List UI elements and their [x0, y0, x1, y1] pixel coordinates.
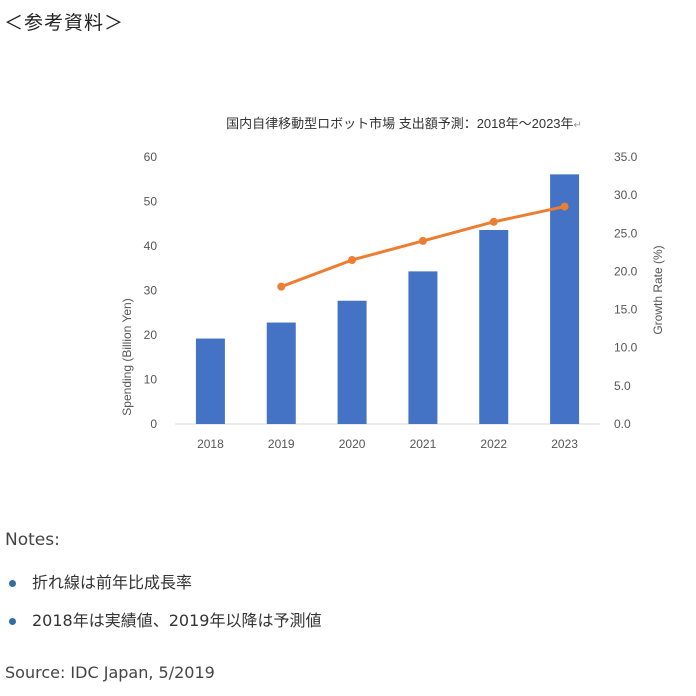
bar: [266, 322, 296, 424]
line-point: [348, 255, 357, 264]
y2-tick-label: 15.0: [614, 303, 638, 317]
x-tick-label: 2022: [480, 437, 507, 451]
chart-title: 国内自律移動型ロボット市場 支出額予測：2018年～2023年↵: [226, 116, 582, 131]
y2-tick-label: 10.0: [614, 341, 638, 355]
notes-label: Notes:: [5, 530, 60, 550]
y-tick-label: 20: [144, 328, 158, 342]
growth-line-series: [277, 202, 569, 291]
bullet-icon: [9, 580, 16, 587]
y2-tick-label: 30.0: [614, 188, 638, 202]
y2-tick-label: 20.0: [614, 264, 638, 278]
y2-tick-label: 35.0: [614, 150, 638, 164]
note-item: 2018年は実績値、2019年以降は予測値: [5, 610, 321, 648]
x-axis: 2018 2019 2020 2021 2022 2023: [175, 423, 600, 451]
line-point: [277, 282, 286, 291]
bar: [337, 300, 367, 424]
y-tick-label: 50: [144, 195, 158, 209]
y2-axis-label: Growth Rate (%): [651, 245, 665, 334]
y-tick-label: 60: [144, 150, 158, 164]
paragraph-mark: ↵: [574, 120, 582, 131]
x-tick-label: 2019: [268, 437, 295, 451]
spending-chart: 国内自律移動型ロボット市場 支出額予測：2018年～2023年↵ 0 10 20 30…: [120, 116, 665, 451]
page-heading: ＜参考資料＞: [4, 12, 125, 34]
x-tick-label: 2023: [551, 437, 578, 451]
bullet-icon: [9, 618, 16, 625]
y-axis-right: 0.0 5.0 10.0 15.0 20.0 25.0 30.0 35.0: [614, 150, 638, 431]
y-tick-label: 10: [144, 373, 158, 387]
bar: [550, 174, 580, 424]
line-point: [560, 202, 569, 211]
x-tick-label: 2018: [197, 437, 224, 451]
y-tick-label: 0: [150, 417, 157, 431]
line-point: [489, 217, 498, 226]
y-tick-label: 30: [144, 284, 158, 298]
y-axis-label: Spending (Billion Yen): [120, 298, 134, 415]
y-tick-label: 40: [144, 239, 158, 253]
bar: [479, 229, 509, 424]
y2-tick-label: 5.0: [614, 379, 631, 393]
bar-series: [195, 174, 580, 424]
note-text: 2018年は実績値、2019年以降は予測値: [32, 611, 322, 630]
source-note: Source: IDC Japan, 5/2019: [5, 663, 215, 682]
note-item: 折れ線は前年比成長率: [5, 572, 321, 610]
x-tick-label: 2021: [410, 437, 437, 451]
x-tick-label: 2020: [339, 437, 366, 451]
y2-tick-label: 25.0: [614, 226, 638, 240]
note-text: 折れ線は前年比成長率: [32, 573, 193, 592]
bar: [408, 271, 438, 424]
notes-list: 折れ線は前年比成長率 2018年は実績値、2019年以降は予測値: [5, 572, 321, 648]
chart-container: 国内自律移動型ロボット市場 支出額予測：2018年～2023年↵ 0 10 20 30…: [0, 100, 696, 480]
bar: [195, 338, 225, 424]
y-axis-left: 0 10 20 30 40 50 60: [144, 150, 158, 431]
y2-tick-label: 0.0: [614, 417, 631, 431]
line-point: [418, 236, 427, 245]
